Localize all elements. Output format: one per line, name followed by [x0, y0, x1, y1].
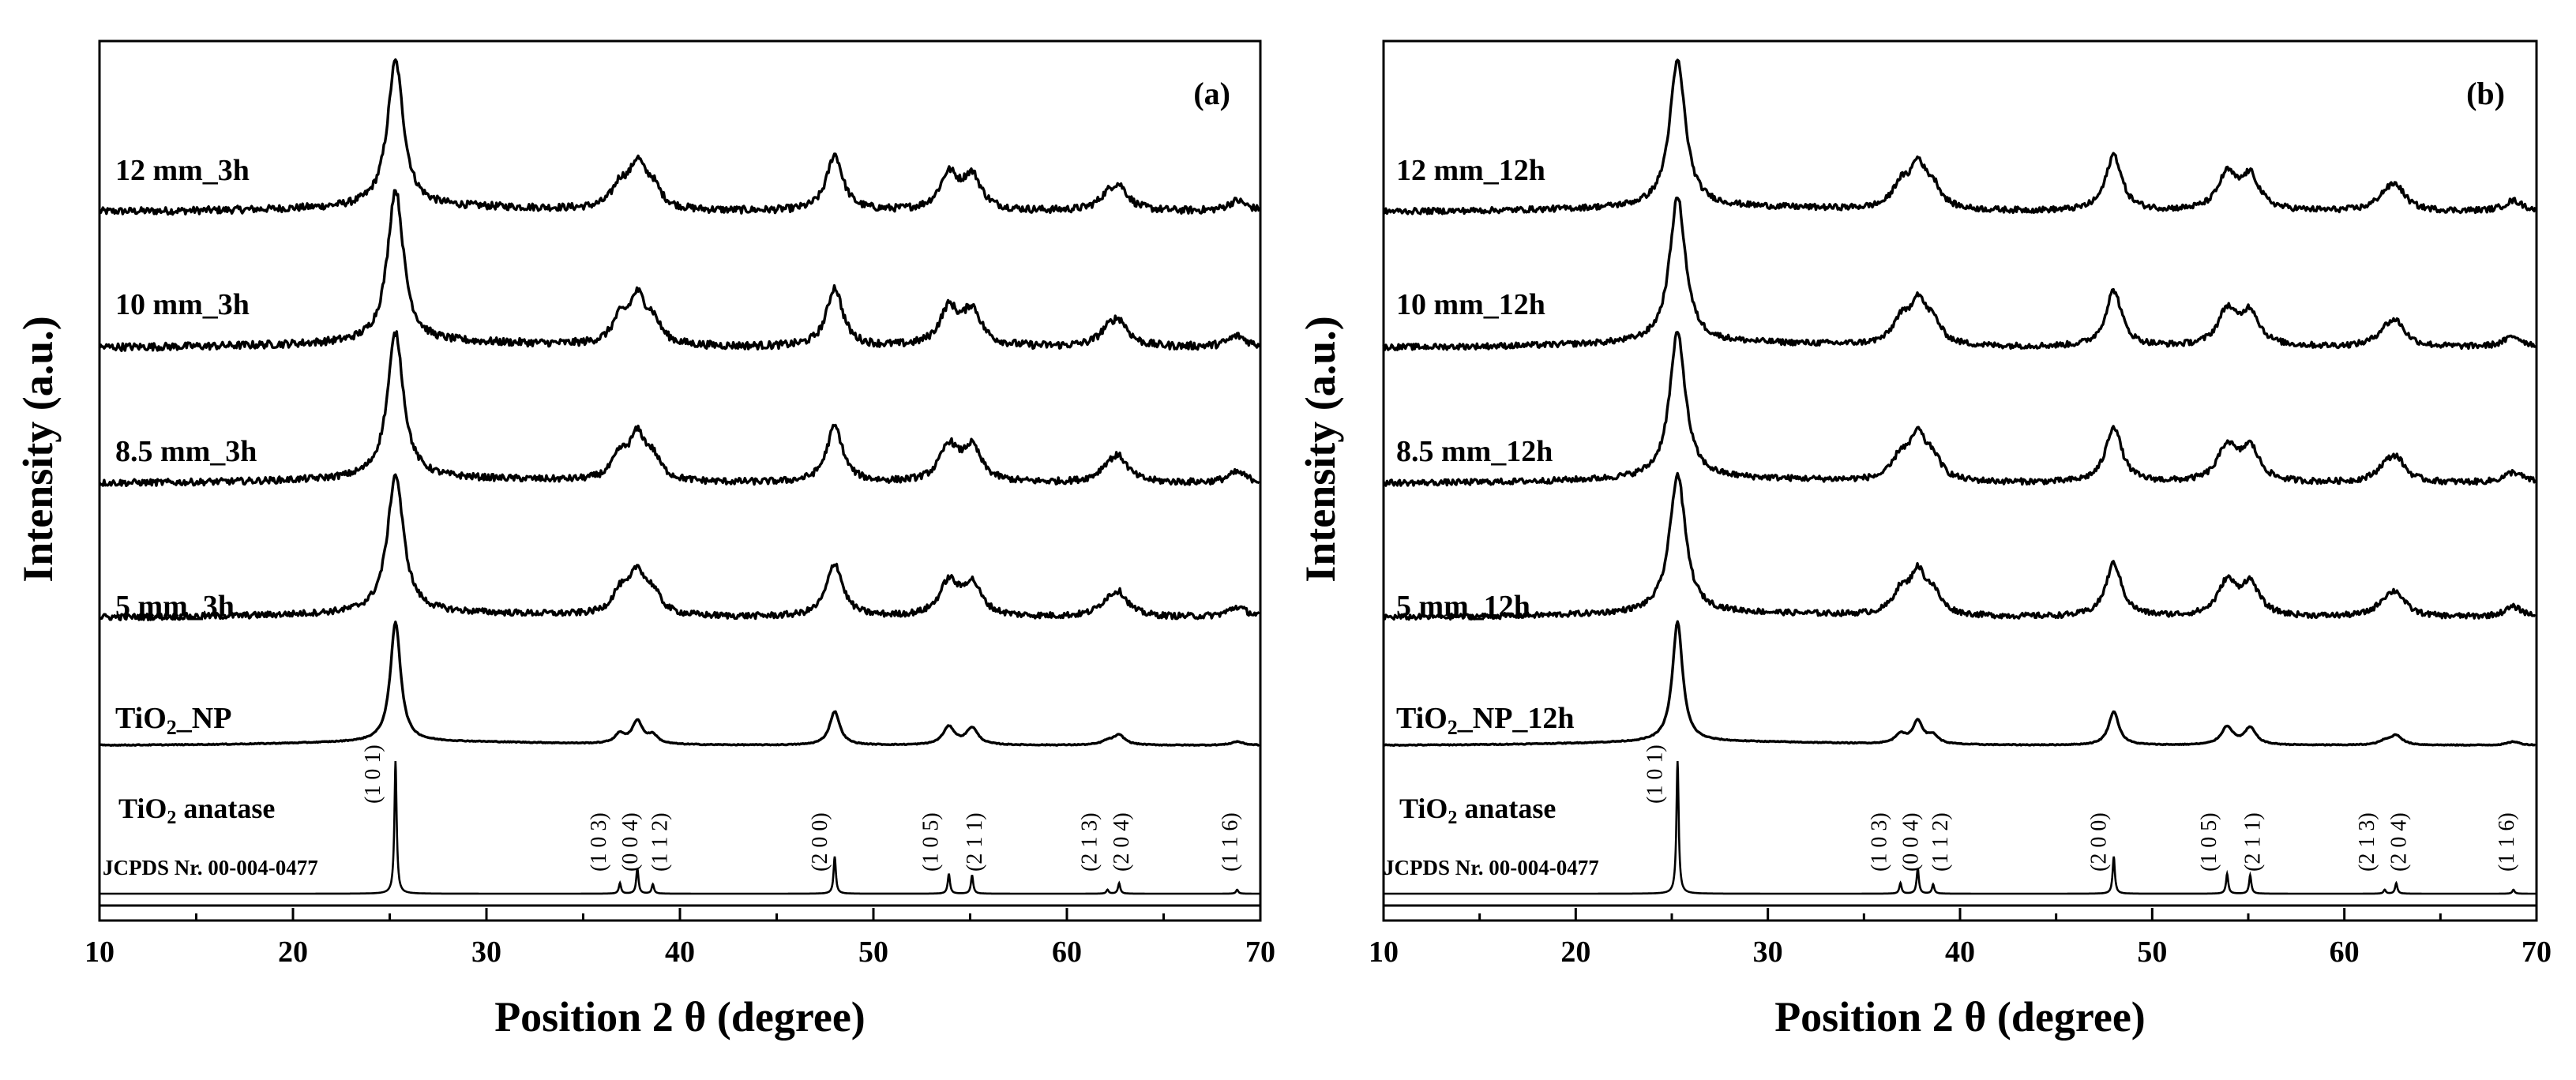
hkl-label: (1 0 1): [1643, 744, 1667, 804]
x-tick-label: 50: [858, 936, 888, 969]
panel-letter: (a): [1193, 76, 1230, 111]
series-label: TiO2_NP_12h: [1396, 702, 1575, 739]
x-tick-label: 50: [2137, 936, 2167, 969]
hkl-label: (2 0 4): [2386, 812, 2411, 872]
x-axis-label: Position 2 θ (degree): [1774, 993, 2146, 1041]
series-label: 5 mm_12h: [1396, 590, 1530, 623]
reference-name: TiO2 anatase: [118, 793, 275, 828]
reference-name: TiO2 anatase: [1399, 793, 1556, 828]
hkl-label: (1 0 3): [587, 812, 611, 872]
x-tick-label: 20: [278, 936, 308, 969]
series-label: 12 mm_12h: [1396, 154, 1545, 187]
series-trace-5-mm-12h: [1382, 471, 2537, 621]
panel-letter: (b): [2466, 76, 2505, 111]
x-tick-label: 70: [1245, 936, 1275, 969]
y-axis-label: Intensity (a.u.): [14, 316, 62, 583]
series-trace-tio2-np: [99, 621, 1260, 747]
x-tick-label: 60: [1052, 936, 1082, 969]
x-tick-label: 40: [1945, 936, 1975, 969]
hkl-label: (2 1 3): [1077, 812, 1102, 872]
hkl-label: (2 0 4): [1110, 812, 1134, 872]
hkl-label: (1 0 5): [2197, 812, 2221, 872]
series-trace-tio2-np-12h: [1383, 620, 2536, 747]
y-axis-label: Intensity (a.u.): [1297, 316, 1344, 583]
series-label: 5 mm_3h: [115, 590, 235, 623]
x-tick-label: 60: [2330, 936, 2360, 969]
x-tick-label: 70: [2522, 936, 2552, 969]
series-label: TiO2_NP: [115, 702, 231, 739]
series-label: 10 mm_3h: [115, 288, 250, 321]
series-label: 8.5 mm_12h: [1396, 435, 1553, 468]
series-label: 12 mm_3h: [115, 154, 250, 187]
hkl-label: (1 0 1): [361, 744, 385, 804]
hkl-label: (2 1 1): [963, 812, 987, 872]
hkl-label: (1 0 3): [1868, 812, 1892, 872]
hkl-label: (1 1 6): [2495, 812, 2519, 872]
series-label: 8.5 mm_3h: [115, 435, 257, 468]
hkl-label: (0 0 4): [1898, 812, 1923, 872]
x-tick-label: 10: [1369, 936, 1399, 969]
panel-a: 10 20 30 40 50 60 70 Position 2 θ (degree) Inten…: [14, 39, 1275, 1041]
panel-b: 10 20 30 40 50 60 70 Position 2 θ (degree) Inten…: [1297, 39, 2552, 1041]
x-tick-label: 10: [84, 936, 115, 969]
hkl-label: (1 1 2): [1928, 812, 1953, 872]
hkl-label: (2 0 0): [808, 812, 832, 872]
x-tick-label: 30: [1753, 936, 1783, 969]
hkl-label: (2 1 3): [2355, 812, 2379, 872]
hkl-label: (1 1 6): [1219, 812, 1243, 872]
x-tick-label: 40: [665, 936, 695, 969]
hkl-label: (2 1 1): [2240, 812, 2265, 872]
reference-trace: [1384, 760, 2537, 895]
hkl-label: (1 0 5): [919, 812, 944, 872]
series-label: 10 mm_12h: [1396, 288, 1545, 321]
x-axis-label: Position 2 θ (degree): [494, 993, 866, 1041]
hkl-label: (2 0 0): [2087, 812, 2112, 872]
reference-card: JCPDS Nr. 00-004-0477: [1384, 856, 1599, 879]
series-trace-8-5-mm-12h: [1382, 331, 2537, 487]
x-tick-label: 30: [471, 936, 501, 969]
series-trace-12-mm-12h: [1382, 58, 2537, 216]
hkl-label: (1 1 2): [648, 812, 673, 872]
series-trace-5-mm-3h: [98, 473, 1260, 621]
hkl-label: (0 0 4): [618, 812, 643, 872]
series-trace-10-mm-3h: [98, 189, 1261, 352]
reference-card: JCPDS Nr. 00-004-0477: [103, 856, 318, 879]
x-tick-label: 20: [1560, 936, 1590, 969]
reference-trace: [100, 760, 1260, 895]
series-trace-12-mm-3h: [98, 58, 1261, 216]
series-trace-8-5-mm-3h: [98, 330, 1260, 487]
series-trace-10-mm-12h: [1382, 197, 2536, 351]
